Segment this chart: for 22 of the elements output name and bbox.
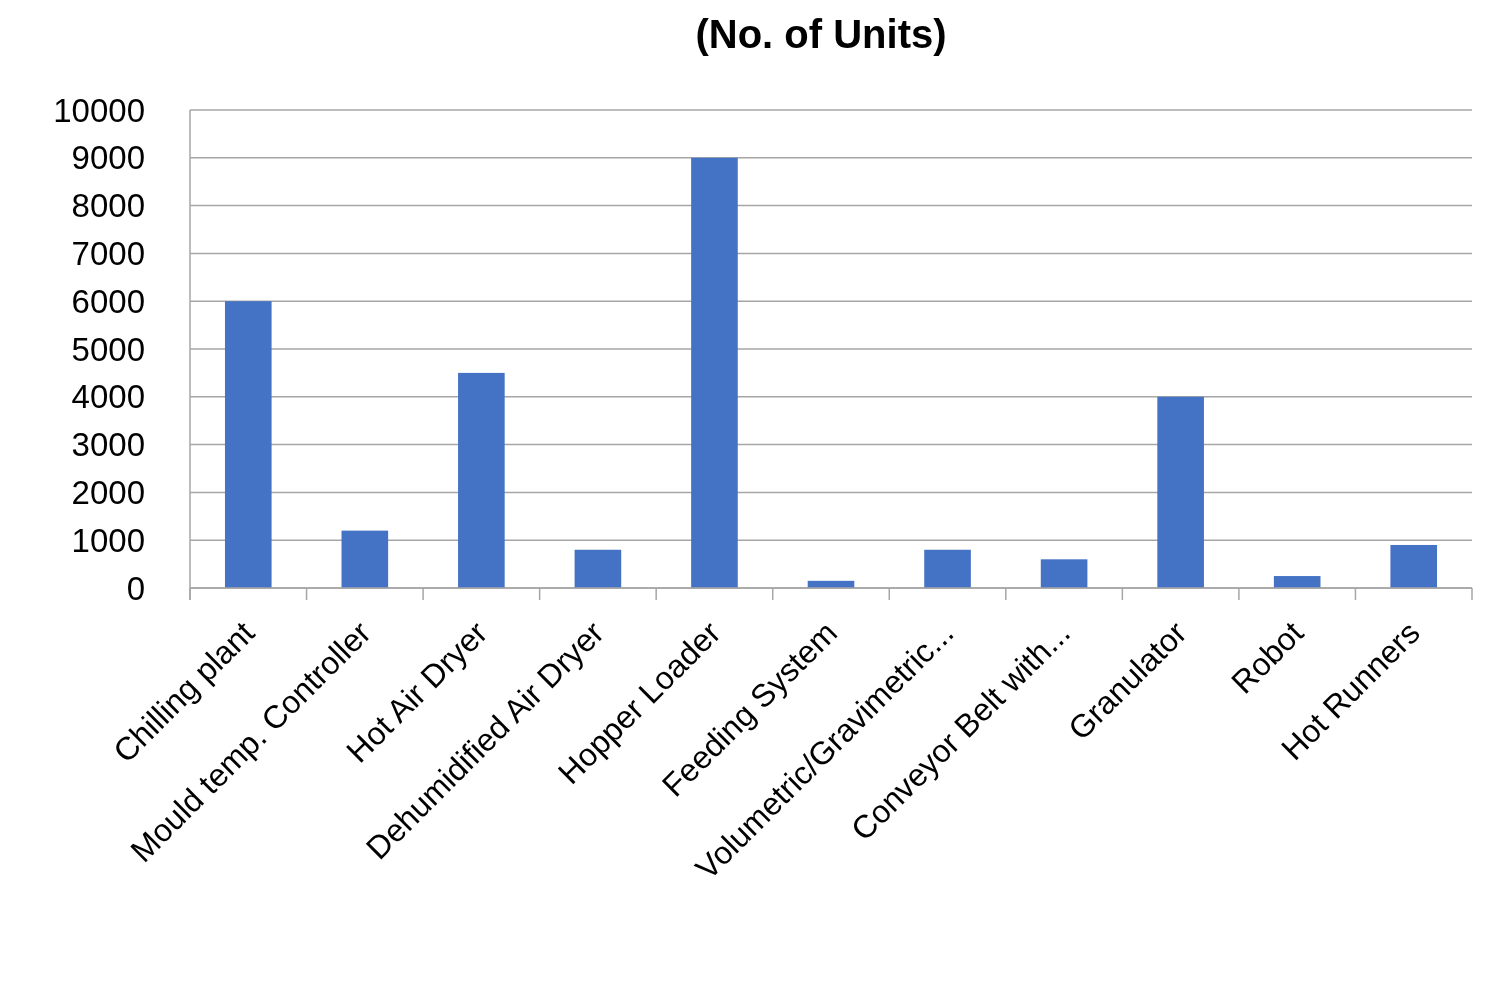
bar xyxy=(1157,396,1204,588)
y-tick-label: 3000 xyxy=(71,426,145,464)
bar xyxy=(574,549,622,588)
bar xyxy=(458,372,505,588)
y-tick-label: 8000 xyxy=(71,187,145,225)
y-tick-label: 9000 xyxy=(71,139,145,177)
y-tick-label: 10000 xyxy=(53,91,145,129)
bar xyxy=(341,530,389,588)
chart-title: (No. of Units) xyxy=(695,12,947,56)
y-tick-label: 7000 xyxy=(71,234,145,272)
bar xyxy=(691,157,738,588)
y-tick-label: 1000 xyxy=(71,521,145,559)
y-tick-label: 6000 xyxy=(71,282,145,320)
y-tick-label: 0 xyxy=(126,569,145,607)
bar xyxy=(224,301,272,588)
bar xyxy=(1040,559,1088,588)
y-tick-label: 4000 xyxy=(71,378,145,416)
y-tick-label: 5000 xyxy=(71,330,145,368)
bar xyxy=(1390,544,1438,588)
bar xyxy=(1273,576,1321,588)
y-tick-label: 2000 xyxy=(71,473,145,511)
bar xyxy=(924,549,971,588)
